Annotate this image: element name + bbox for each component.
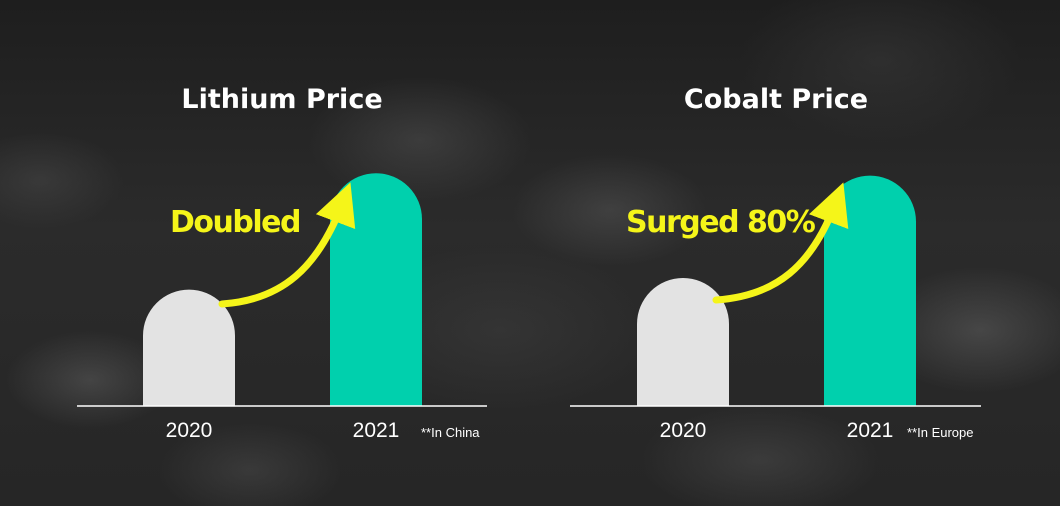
cobalt-annotation: Surged 80% — [626, 205, 816, 240]
cobalt-growth-arrow — [712, 182, 849, 304]
lithium-growth-arrow — [218, 182, 356, 308]
cobalt-chart-title: Cobalt Price — [684, 84, 868, 115]
lithium-chart: Lithium Price 2020 2021 **In China Doubl… — [77, 84, 487, 442]
cobalt-bar-2021 — [824, 175, 916, 406]
cobalt-note: **In Europe — [907, 425, 974, 440]
cobalt-tick-2021: 2021 — [847, 419, 894, 442]
lithium-tick-2020: 2020 — [166, 419, 213, 442]
cobalt-bar-2020 — [637, 278, 729, 406]
cobalt-tick-2020: 2020 — [660, 419, 707, 442]
cobalt-bars — [637, 175, 916, 406]
lithium-chart-title: Lithium Price — [181, 84, 382, 115]
lithium-note: **In China — [421, 425, 480, 440]
lithium-annotation: Doubled — [170, 205, 300, 240]
lithium-bar-2020 — [143, 289, 235, 406]
cobalt-chart: Cobalt Price 2020 2021 **In Europe Surge… — [570, 84, 981, 442]
lithium-tick-2021: 2021 — [353, 419, 400, 442]
lithium-bars — [143, 173, 422, 406]
lithium-bar-2021 — [330, 173, 422, 406]
